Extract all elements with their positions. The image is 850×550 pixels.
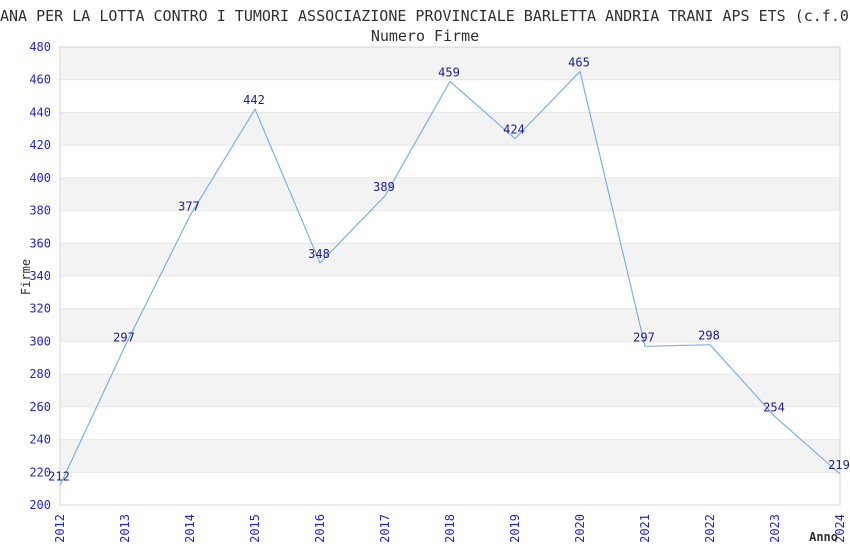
data-point-label: 442 xyxy=(243,93,265,107)
data-point-label: 297 xyxy=(633,330,655,344)
grid-band xyxy=(60,308,840,342)
data-point-label: 389 xyxy=(373,180,395,194)
data-point-label: 465 xyxy=(568,56,590,70)
y-axis-title: Firme xyxy=(19,259,33,295)
y-tick-label: 340 xyxy=(29,269,51,283)
x-tick-label: 2020 xyxy=(573,514,587,543)
y-tick-label: 220 xyxy=(29,465,51,479)
x-tick-label: 2023 xyxy=(768,514,782,543)
data-line xyxy=(59,70,841,486)
grid-band xyxy=(60,374,840,407)
data-point-label: 297 xyxy=(113,330,135,344)
y-tick-label: 460 xyxy=(29,73,51,87)
y-tick-label: 320 xyxy=(29,302,51,316)
y-tick-label: 400 xyxy=(29,171,51,185)
x-tick-label: 2017 xyxy=(378,514,392,543)
grid-band xyxy=(60,243,840,276)
y-tick-label: 200 xyxy=(29,498,51,512)
y-tick-label: 380 xyxy=(29,204,51,218)
data-point-label: 377 xyxy=(178,199,200,213)
y-tick-label: 360 xyxy=(29,236,51,250)
plot-border xyxy=(59,46,841,506)
x-axis-title: Anno xyxy=(809,530,838,544)
x-tick-label: 2022 xyxy=(703,514,717,543)
x-tick-label: 2024 xyxy=(833,514,847,543)
data-point-label: 298 xyxy=(698,329,720,343)
x-tick-label: 2012 xyxy=(53,514,67,543)
chart-title: ANA PER LA LOTTA CONTRO I TUMORI ASSOCIA… xyxy=(0,7,850,25)
y-tick-label: 480 xyxy=(29,40,51,54)
data-point-label: 348 xyxy=(308,247,330,261)
x-tick-label: 2016 xyxy=(313,514,327,543)
grid-band xyxy=(60,177,840,211)
data-point-label: 219 xyxy=(828,458,850,472)
x-tick-label: 2014 xyxy=(183,514,197,543)
data-point-label: 212 xyxy=(48,469,70,483)
x-tick-label: 2015 xyxy=(248,514,262,543)
y-tick-label: 300 xyxy=(29,334,51,348)
grid-band xyxy=(60,439,840,473)
y-tick-label: 440 xyxy=(29,105,51,119)
data-point-label: 254 xyxy=(763,401,785,415)
y-tick-label: 240 xyxy=(29,433,51,447)
y-tick-label: 420 xyxy=(29,138,51,152)
x-tick-label: 2019 xyxy=(508,514,522,543)
x-tick-label: 2018 xyxy=(443,514,457,543)
data-point-label: 424 xyxy=(503,123,525,137)
chart-subtitle: Numero Firme xyxy=(370,27,480,45)
data-point-label: 459 xyxy=(438,65,460,79)
grid-band xyxy=(60,112,840,146)
x-tick-label: 2021 xyxy=(638,514,652,543)
x-tick-label: 2013 xyxy=(118,514,132,543)
y-tick-label: 260 xyxy=(29,400,51,414)
grid-band xyxy=(60,47,840,80)
y-tick-label: 280 xyxy=(29,367,51,381)
